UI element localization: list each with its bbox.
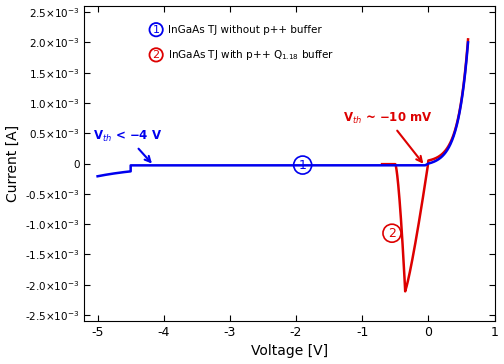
Text: InGaAs TJ with p++ Q$_{1.18}$ buffer: InGaAs TJ with p++ Q$_{1.18}$ buffer [168, 48, 335, 62]
Text: 1: 1 [299, 159, 306, 171]
Text: V$_{th}$ < −4 V: V$_{th}$ < −4 V [93, 129, 162, 162]
Text: 1: 1 [153, 25, 160, 35]
X-axis label: Voltage [V]: Voltage [V] [251, 344, 328, 359]
Y-axis label: Current [A]: Current [A] [6, 125, 20, 202]
Text: 2: 2 [388, 227, 396, 240]
Text: 2: 2 [153, 50, 160, 60]
Text: InGaAs TJ without p++ buffer: InGaAs TJ without p++ buffer [168, 25, 322, 35]
Text: V$_{th}$ ~ −10 mV: V$_{th}$ ~ −10 mV [343, 111, 432, 162]
